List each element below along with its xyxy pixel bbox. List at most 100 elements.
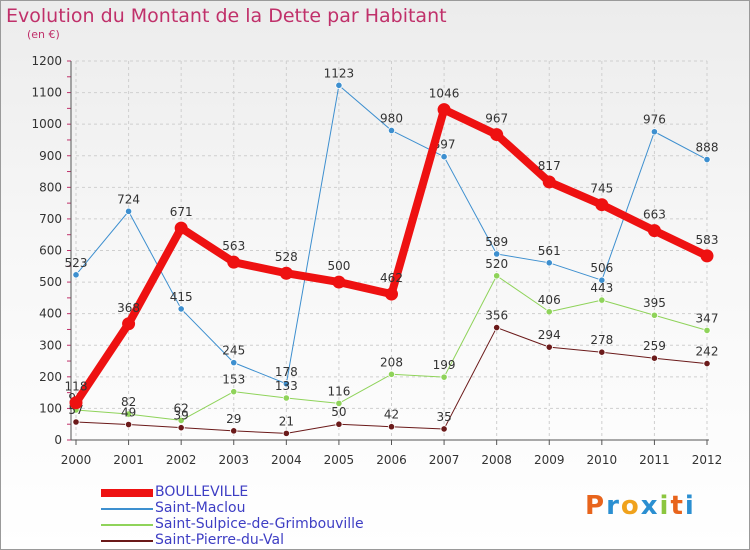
brand-letter: i bbox=[659, 491, 671, 521]
y-tick-label: 1000 bbox=[31, 117, 62, 131]
data-point-saint-sulpice-de-grimbouville bbox=[703, 326, 711, 335]
data-label-saint-maclou: 976 bbox=[643, 113, 666, 127]
data-point-saint-maclou bbox=[703, 155, 711, 164]
data-point-saint-pierre-du-val bbox=[387, 423, 396, 431]
data-label-saint-sulpice-de-grimbouville: 199 bbox=[433, 358, 456, 372]
data-point-saint-sulpice-de-grimbouville bbox=[335, 399, 343, 407]
chart-subtitle: (en €) bbox=[27, 28, 60, 41]
chart-legend: BOULLEVILLE Saint-Maclou Saint-Sulpice-de-… bbox=[101, 484, 561, 549]
data-point-saint-sulpice-de-grimbouville bbox=[493, 272, 501, 280]
data-point-boulleville bbox=[490, 128, 504, 142]
y-tick-label: 600 bbox=[39, 244, 62, 258]
y-tick-label: 0 bbox=[54, 433, 62, 447]
data-label-boulleville: 663 bbox=[643, 208, 666, 222]
data-point-boulleville bbox=[332, 275, 346, 289]
data-point-boulleville bbox=[227, 255, 241, 269]
data-label-saint-pierre-du-val: 242 bbox=[696, 345, 719, 359]
data-point-saint-pierre-du-val bbox=[545, 343, 553, 351]
data-point-boulleville bbox=[542, 175, 556, 189]
data-point-boulleville bbox=[279, 266, 293, 280]
data-label-saint-sulpice-de-grimbouville: 153 bbox=[222, 373, 245, 387]
legend-swatch bbox=[101, 489, 153, 497]
data-point-saint-maclou bbox=[124, 207, 133, 215]
y-tick-label: 1100 bbox=[31, 86, 62, 100]
data-label-boulleville: 528 bbox=[275, 250, 298, 264]
data-label-saint-maclou: 178 bbox=[275, 365, 298, 379]
data-point-saint-maclou bbox=[282, 380, 290, 388]
data-label-saint-sulpice-de-grimbouville: 133 bbox=[275, 379, 298, 393]
data-label-boulleville: 967 bbox=[485, 112, 508, 126]
data-point-saint-pierre-du-val bbox=[282, 429, 290, 437]
y-tick-label: 300 bbox=[39, 338, 62, 352]
data-label-saint-sulpice-de-grimbouville: 406 bbox=[538, 293, 561, 307]
data-point-saint-maclou bbox=[493, 250, 501, 258]
data-point-saint-sulpice-de-grimbouville bbox=[230, 388, 238, 396]
data-label-boulleville: 745 bbox=[590, 182, 613, 196]
data-label-saint-pierre-du-val: 278 bbox=[590, 333, 613, 347]
x-tick-label: 2012 bbox=[692, 453, 723, 467]
data-point-saint-pierre-du-val bbox=[440, 425, 448, 433]
x-tick-label: 2001 bbox=[113, 453, 144, 467]
data-label-saint-maclou: 561 bbox=[538, 244, 561, 258]
data-point-saint-sulpice-de-grimbouville bbox=[387, 370, 396, 378]
data-label-saint-sulpice-de-grimbouville: 62 bbox=[174, 401, 189, 415]
legend-label: Saint-Pierre-du-Val bbox=[155, 532, 284, 548]
data-label-boulleville: 583 bbox=[696, 233, 719, 247]
data-label-boulleville: 462 bbox=[380, 271, 403, 285]
data-point-saint-pierre-du-val bbox=[493, 323, 501, 332]
x-tick-label: 2007 bbox=[429, 453, 460, 467]
data-point-saint-maclou bbox=[230, 359, 238, 367]
y-tick-label: 400 bbox=[39, 307, 62, 321]
data-label-saint-maclou: 245 bbox=[222, 344, 245, 358]
brand-logo: Proxiti bbox=[585, 491, 696, 521]
data-label-boulleville: 368 bbox=[117, 301, 140, 315]
brand-letter: t bbox=[670, 491, 685, 521]
data-point-boulleville bbox=[647, 224, 661, 238]
data-point-boulleville bbox=[69, 396, 83, 410]
legend-label: Saint-Sulpice-de-Grimbouville bbox=[155, 516, 364, 532]
data-label-boulleville: 563 bbox=[222, 239, 245, 253]
data-label-saint-pierre-du-val: 39 bbox=[174, 409, 189, 423]
data-point-saint-maclou bbox=[387, 126, 396, 135]
brand-letter: o bbox=[620, 491, 641, 521]
y-tick-label: 800 bbox=[39, 180, 62, 194]
data-label-saint-maclou: 415 bbox=[170, 290, 193, 304]
data-point-saint-maclou bbox=[545, 259, 553, 267]
data-point-saint-sulpice-de-grimbouville bbox=[282, 394, 290, 402]
data-label-saint-pierre-du-val: 21 bbox=[279, 414, 294, 428]
data-point-saint-pierre-du-val bbox=[650, 354, 659, 362]
data-label-saint-sulpice-de-grimbouville: 116 bbox=[327, 384, 350, 398]
data-label-saint-maclou: 724 bbox=[117, 192, 140, 206]
x-tick-label: 2002 bbox=[166, 453, 197, 467]
data-point-saint-sulpice-de-grimbouville bbox=[598, 296, 606, 304]
y-tick-label: 200 bbox=[39, 370, 62, 384]
legend-swatch bbox=[101, 524, 153, 526]
y-tick-label: 700 bbox=[39, 212, 62, 226]
data-label-boulleville: 500 bbox=[327, 259, 350, 273]
data-label-saint-sulpice-de-grimbouville: 395 bbox=[643, 296, 666, 310]
data-label-saint-pierre-du-val: 35 bbox=[436, 410, 451, 424]
x-tick-label: 2008 bbox=[481, 453, 512, 467]
data-label-boulleville: 817 bbox=[538, 159, 561, 173]
x-tick-label: 2011 bbox=[639, 453, 670, 467]
data-label-boulleville: 118 bbox=[65, 380, 88, 394]
legend-item-saint-maclou: Saint-Maclou bbox=[101, 500, 561, 517]
x-tick-label: 2003 bbox=[218, 453, 249, 467]
data-label-saint-sulpice-de-grimbouville: 82 bbox=[121, 395, 136, 409]
data-label-saint-maclou: 888 bbox=[696, 141, 719, 155]
data-label-saint-pierre-du-val: 259 bbox=[643, 339, 666, 353]
data-label-boulleville: 671 bbox=[170, 205, 193, 219]
data-label-saint-sulpice-de-grimbouville: 520 bbox=[485, 257, 508, 271]
brand-letter: r bbox=[606, 491, 621, 521]
data-point-boulleville bbox=[700, 249, 714, 263]
legend-item-boulleville: BOULLEVILLE bbox=[101, 484, 561, 501]
brand-letter: i bbox=[684, 491, 696, 521]
data-label-saint-pierre-du-val: 29 bbox=[226, 412, 241, 426]
data-label-saint-maclou: 980 bbox=[380, 111, 403, 125]
data-point-saint-maclou bbox=[650, 128, 659, 136]
data-label-saint-sulpice-de-grimbouville: 443 bbox=[590, 281, 613, 295]
data-label-saint-pierre-du-val: 356 bbox=[485, 309, 508, 323]
y-tick-label: 100 bbox=[39, 401, 62, 415]
